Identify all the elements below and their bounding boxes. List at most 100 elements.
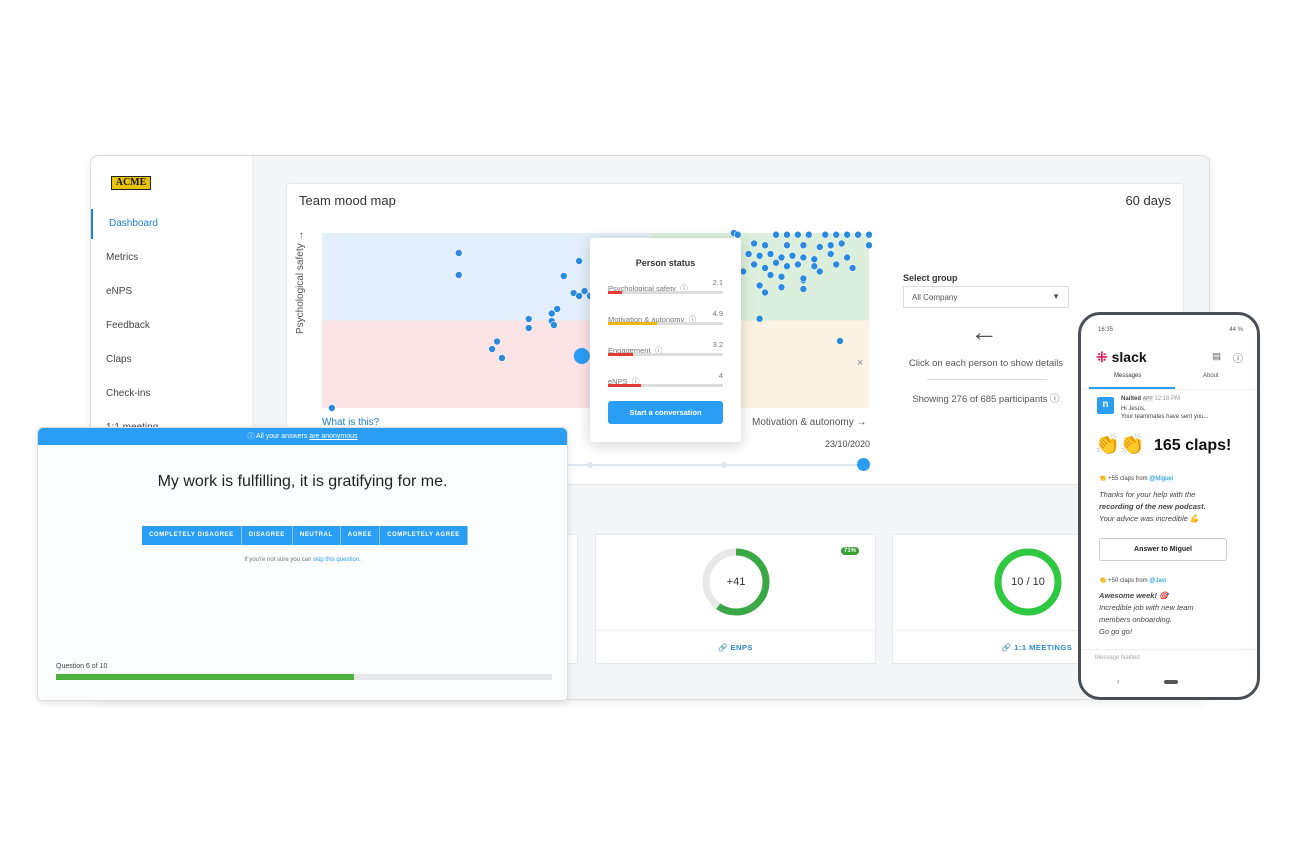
person-point[interactable] xyxy=(799,274,808,283)
slider-step[interactable] xyxy=(721,462,727,468)
person-point[interactable] xyxy=(843,230,851,239)
person-point[interactable] xyxy=(559,272,568,280)
person-point[interactable] xyxy=(865,230,873,239)
home-nav-icon[interactable] xyxy=(1164,680,1178,684)
answer-button[interactable]: COMPLETELY DISAGREE xyxy=(142,526,242,545)
answer-button[interactable]: NEUTRAL xyxy=(292,526,341,545)
person-point[interactable] xyxy=(328,404,336,412)
slider-step[interactable] xyxy=(587,462,593,468)
files-icon[interactable]: ▤ xyxy=(1212,351,1221,361)
person-point[interactable] xyxy=(553,305,562,313)
person-point[interactable] xyxy=(777,253,786,262)
person-point[interactable] xyxy=(772,230,780,239)
person-point[interactable] xyxy=(821,230,830,239)
person-point[interactable] xyxy=(750,239,758,248)
acme-logo: ACME xyxy=(111,176,151,190)
person-point[interactable] xyxy=(777,272,786,281)
person-point[interactable] xyxy=(799,285,808,293)
person-point[interactable] xyxy=(766,250,775,258)
anonymous-link[interactable]: are anonymous xyxy=(309,433,358,440)
person-point[interactable] xyxy=(783,241,791,250)
survey-progress-fill xyxy=(56,674,354,680)
answer-button[interactable]: AGREE xyxy=(340,526,381,545)
person-point[interactable] xyxy=(865,241,873,250)
person-point[interactable] xyxy=(826,241,835,250)
answer-button[interactable]: Answer to Miguel xyxy=(1099,538,1227,561)
person-point[interactable] xyxy=(524,324,533,332)
answer-button[interactable]: COMPLETELY AGREE xyxy=(380,526,468,545)
person-point[interactable] xyxy=(836,337,844,345)
back-nav-icon[interactable]: ‹ xyxy=(1117,677,1120,686)
person-point[interactable] xyxy=(772,258,780,267)
person-point[interactable] xyxy=(493,337,501,346)
tab-messages[interactable]: Messages xyxy=(1114,373,1142,379)
date-slider[interactable] xyxy=(567,458,870,471)
person-point[interactable] xyxy=(848,264,857,272)
person-point[interactable] xyxy=(815,267,824,276)
person-point[interactable] xyxy=(815,243,824,251)
sidebar-item-metrics[interactable]: Metrics xyxy=(106,252,139,263)
person-point[interactable] xyxy=(794,230,802,239)
sidebar-item-dashboard[interactable]: Dashboard xyxy=(91,209,251,239)
person-point[interactable] xyxy=(580,287,589,295)
sidebar-item-claps[interactable]: Claps xyxy=(106,354,132,365)
sidebar-item-enps[interactable]: eNPS xyxy=(106,286,133,297)
person-point[interactable] xyxy=(783,230,791,239)
person-point[interactable] xyxy=(810,262,819,271)
group-select-value: All Company xyxy=(912,293,958,302)
tab-about[interactable]: About xyxy=(1203,373,1219,379)
person-point[interactable] xyxy=(826,250,835,258)
skip-text: If you're not sure you can skip this que… xyxy=(244,557,361,563)
person-point[interactable] xyxy=(794,260,802,269)
person-point[interactable] xyxy=(550,321,558,329)
person-point[interactable] xyxy=(805,230,813,239)
person-point[interactable] xyxy=(799,241,808,250)
slider-handle[interactable] xyxy=(857,458,870,471)
selected-person-point[interactable] xyxy=(573,348,590,365)
person-point[interactable] xyxy=(575,257,583,265)
start-conversation-button[interactable]: Start a conversation xyxy=(608,401,723,424)
metric-bar xyxy=(608,353,723,356)
person-point[interactable] xyxy=(761,288,769,297)
person-point[interactable] xyxy=(777,283,786,292)
person-point[interactable] xyxy=(799,253,808,262)
person-point[interactable] xyxy=(498,354,506,362)
person-point[interactable] xyxy=(832,230,840,239)
person-point[interactable] xyxy=(783,262,791,271)
greeting: Hi Jesús, xyxy=(1121,406,1146,412)
answer-button[interactable]: DISAGREE xyxy=(241,526,293,545)
person-point[interactable] xyxy=(750,260,758,269)
person-point[interactable] xyxy=(766,271,775,279)
period-selector[interactable]: 60 days xyxy=(1125,193,1171,208)
person-point[interactable] xyxy=(547,309,556,318)
info-icon: ⓘ xyxy=(680,284,688,293)
close-icon[interactable]: × xyxy=(857,357,864,369)
person-point[interactable] xyxy=(744,250,753,258)
person-point[interactable] xyxy=(575,292,583,300)
person-point[interactable] xyxy=(832,260,840,269)
person-point[interactable] xyxy=(843,253,851,262)
person-point[interactable] xyxy=(755,314,764,323)
meetings-link[interactable]: 🔗 1:1 MEETINGS xyxy=(893,630,1181,663)
person-point[interactable] xyxy=(837,239,846,248)
person-point[interactable] xyxy=(755,281,764,290)
enps-link[interactable]: 🔗 ENPS xyxy=(596,630,875,663)
sidebar-item-check-ins[interactable]: Check-ins xyxy=(106,388,151,399)
person-point[interactable] xyxy=(854,230,862,239)
person-point[interactable] xyxy=(755,251,764,260)
info-icon[interactable]: ⓘ xyxy=(1233,354,1243,365)
group-select[interactable]: All Company ▼ xyxy=(903,286,1069,308)
what-is-this-link[interactable]: What is this? xyxy=(322,417,380,428)
person-point[interactable] xyxy=(810,255,819,264)
person-point[interactable] xyxy=(488,345,496,353)
person-point[interactable] xyxy=(524,315,533,323)
status-metric: Engagement ⓘ 3.2 xyxy=(608,340,723,365)
person-point[interactable] xyxy=(454,249,463,257)
person-point[interactable] xyxy=(761,264,769,272)
message-input[interactable]: Message Nailted xyxy=(1095,655,1140,661)
person-point[interactable] xyxy=(788,251,797,260)
skip-question-link[interactable]: skip this question. xyxy=(313,557,361,563)
person-point[interactable] xyxy=(761,241,769,250)
person-point[interactable] xyxy=(454,271,463,279)
sidebar-item-feedback[interactable]: Feedback xyxy=(106,320,150,331)
